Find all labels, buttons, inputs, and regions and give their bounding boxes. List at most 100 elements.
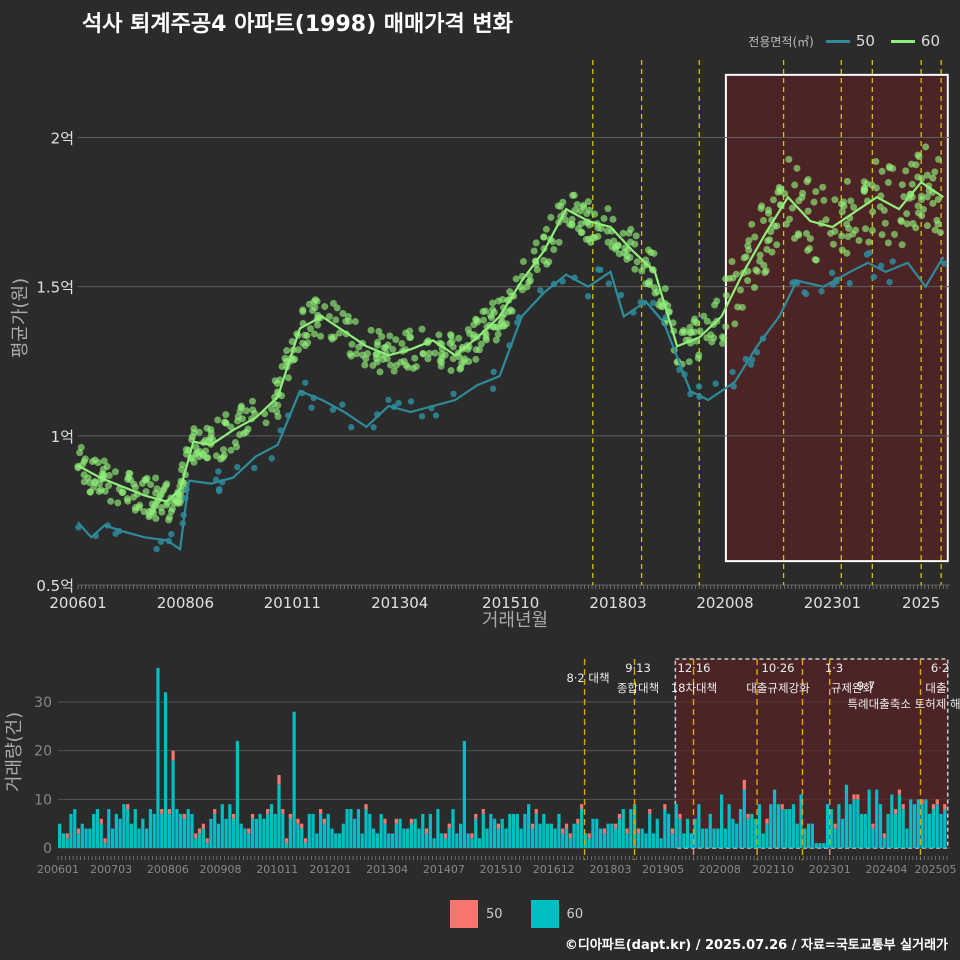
scatter-point-60 xyxy=(499,322,507,330)
legend-bottom-text-60: 60 xyxy=(566,906,584,922)
x-tick-label-7: 202301 xyxy=(804,594,861,612)
scatter-point-60 xyxy=(330,333,338,341)
bar-60 xyxy=(708,813,712,848)
scatter-point-60 xyxy=(398,340,406,348)
scatter-point-60 xyxy=(238,415,246,423)
scatter-point-60 xyxy=(80,478,88,486)
bar-60 xyxy=(205,843,209,848)
bar-60 xyxy=(614,828,618,848)
bar-60 xyxy=(545,823,550,848)
bar-50 xyxy=(247,828,251,834)
bar-60 xyxy=(867,789,871,848)
bar-60 xyxy=(549,823,553,848)
scatter-point-60 xyxy=(878,167,886,175)
bar-60 xyxy=(500,818,504,848)
bar-60 xyxy=(99,823,103,848)
bar-50 xyxy=(474,813,478,819)
scatter-point-60 xyxy=(898,241,906,249)
bar-50 xyxy=(587,833,591,839)
bar-60 xyxy=(564,828,569,848)
bar-60 xyxy=(455,833,459,848)
scatter-point-60 xyxy=(561,216,569,224)
bar-60 xyxy=(334,833,338,848)
scatter-point-60 xyxy=(695,351,703,359)
bar-60 xyxy=(209,818,213,848)
bar-60 xyxy=(296,823,300,848)
scatter-point-60 xyxy=(383,355,391,363)
scatter-point-60 xyxy=(838,232,846,240)
scatter-point-60 xyxy=(881,219,889,227)
bar-60 xyxy=(576,823,580,848)
scatter-point-60 xyxy=(361,361,369,369)
bar-50 xyxy=(424,828,429,834)
bar-60 xyxy=(349,809,353,848)
scatter-point-60 xyxy=(803,178,811,186)
bar-y-tick-1: 10 xyxy=(34,792,52,808)
y-axis-title: 평균가(원) xyxy=(10,278,31,358)
bar-60 xyxy=(738,809,743,848)
scatter-point-60 xyxy=(568,215,576,223)
bar-60 xyxy=(126,809,130,848)
bar-60 xyxy=(750,813,754,848)
bar-60 xyxy=(523,813,527,848)
bar-60 xyxy=(655,818,659,848)
bar-50 xyxy=(636,828,640,834)
bar-60 xyxy=(315,833,319,848)
bar-60 xyxy=(602,833,606,848)
bar-60 xyxy=(757,804,762,848)
policy-date-1: 9·13 xyxy=(625,661,651,675)
bar-50 xyxy=(281,809,285,814)
bar-60 xyxy=(462,740,466,848)
policy-name-2: 18차대책 xyxy=(671,681,717,695)
x-tick-label-0: 200601 xyxy=(49,594,106,612)
bar-50 xyxy=(746,813,750,819)
bar-60 xyxy=(398,818,402,848)
scatter-point-60 xyxy=(339,310,347,318)
bar-60 xyxy=(651,833,656,848)
bar-60 xyxy=(258,813,262,848)
bar-60 xyxy=(859,813,864,848)
legend-bottom-text-50: 50 xyxy=(486,906,503,922)
scatter-point-50 xyxy=(877,262,885,270)
scatter-point-50 xyxy=(595,266,602,273)
bar-60 xyxy=(712,828,716,848)
scatter-point-60 xyxy=(897,216,905,224)
x-tick-label-8: 2025 xyxy=(902,594,940,612)
bar-x-tick-6: 201304 xyxy=(366,863,408,876)
scatter-point-60 xyxy=(691,315,699,323)
scatter-point-60 xyxy=(512,275,520,283)
bar-60 xyxy=(428,813,432,848)
scatter-point-60 xyxy=(311,304,319,312)
scatter-point-60 xyxy=(392,336,400,344)
bar-60 xyxy=(194,838,198,848)
scatter-point-60 xyxy=(472,355,480,363)
scatter-point-50 xyxy=(537,287,544,294)
scatter-point-60 xyxy=(555,238,563,246)
scatter-point-50 xyxy=(712,380,719,387)
scatter-point-60 xyxy=(573,201,581,209)
scatter-point-60 xyxy=(655,301,663,309)
bar-x-tick-5: 201201 xyxy=(309,863,351,876)
bar-60 xyxy=(330,828,334,848)
bar-60 xyxy=(247,833,251,848)
bar-60 xyxy=(595,818,599,848)
scatter-point-60 xyxy=(192,443,200,451)
scatter-point-60 xyxy=(118,489,126,497)
bar-x-tick-0: 200601 xyxy=(37,863,79,876)
scatter-point-60 xyxy=(696,327,704,335)
bar-60 xyxy=(636,833,640,848)
scatter-point-60 xyxy=(577,229,585,237)
scatter-point-60 xyxy=(533,266,541,274)
scatter-point-50 xyxy=(490,368,497,376)
policy-date-6: 6·2 xyxy=(931,661,949,675)
scatter-point-60 xyxy=(140,508,148,516)
scatter-point-50 xyxy=(432,412,440,419)
bar-60 xyxy=(220,804,224,848)
bar-60 xyxy=(905,828,909,848)
bar-60 xyxy=(137,828,141,848)
scatter-point-60 xyxy=(166,513,174,521)
bar-60 xyxy=(496,828,501,848)
bar-60 xyxy=(383,823,387,848)
bar-60 xyxy=(788,809,792,848)
scatter-point-60 xyxy=(793,164,801,172)
